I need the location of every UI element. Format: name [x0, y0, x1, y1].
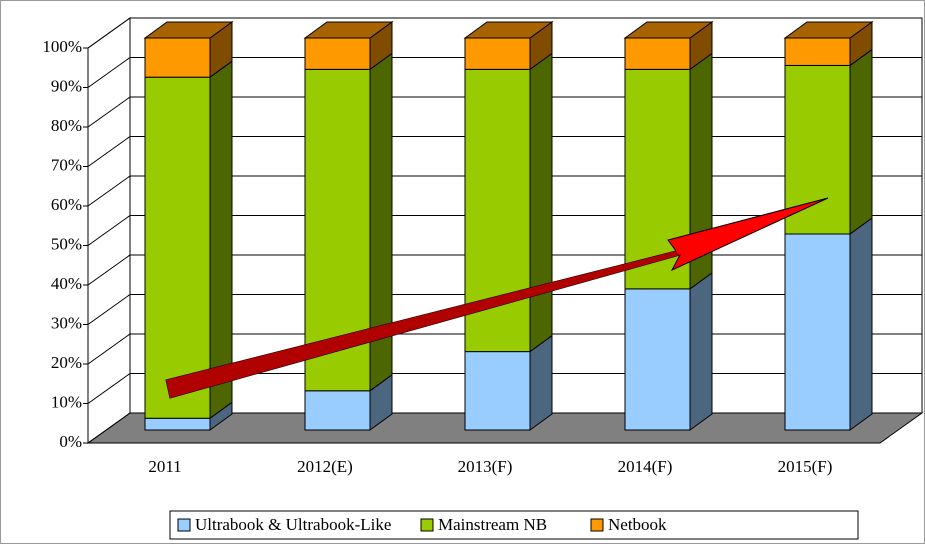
- y-tick-label: 100%: [42, 37, 82, 56]
- trend-arrow-shadow: [166, 251, 680, 398]
- x-tick-label: 2014(F): [618, 457, 673, 476]
- y-tick-label: 10%: [51, 392, 82, 411]
- y-tick-label: 30%: [51, 313, 82, 332]
- bar-segment: [464, 351, 531, 431]
- bar-segment: [304, 390, 371, 431]
- bar-segment: [624, 288, 691, 431]
- legend-box: [169, 510, 859, 540]
- bar-top: [303, 21, 394, 39]
- bar-segment: [784, 37, 851, 66]
- legend-swatch: [590, 518, 604, 532]
- y-tick-label: 50%: [51, 234, 82, 253]
- bar-segment: [144, 37, 211, 78]
- y-tick-label: 20%: [51, 353, 82, 372]
- bar-segment: [464, 37, 531, 70]
- bar-segment: [784, 233, 851, 431]
- x-tick-label: 2013(F): [458, 457, 513, 476]
- legend: Ultrabook & Ultrabook-Like Mainstream NB N…: [169, 510, 859, 540]
- y-tick-label: 40%: [51, 274, 82, 293]
- y-tick-label: 70%: [51, 155, 82, 174]
- bar-segment: [144, 417, 211, 431]
- bar-top: [463, 21, 554, 39]
- x-tick-label: 2012(E): [297, 457, 353, 476]
- bar-segment: [784, 64, 851, 235]
- bar-top: [143, 21, 234, 39]
- bar-side: [849, 48, 873, 235]
- bar-side: [849, 217, 873, 431]
- bar-top: [783, 21, 874, 39]
- bar-side: [689, 271, 713, 431]
- grid-line: [87, 17, 922, 49]
- legend-label: Netbook: [608, 515, 667, 534]
- bar-segment: [624, 37, 691, 70]
- legend-label: Ultrabook & Ultrabook-Like: [195, 515, 391, 534]
- y-tick-label: 90%: [51, 76, 82, 95]
- y-tick-label: 80%: [51, 116, 82, 135]
- x-tick-label: 2011: [148, 457, 181, 476]
- y-tick-label: 0%: [59, 432, 82, 451]
- bar-segment: [304, 37, 371, 70]
- legend-label: Mainstream NB: [438, 515, 547, 534]
- legend-swatch: [420, 518, 434, 532]
- y-tick-label: 60%: [51, 195, 82, 214]
- legend-swatch: [177, 518, 191, 532]
- x-tick-label: 2015(F): [778, 457, 833, 476]
- bar-side: [529, 52, 553, 353]
- bar-top: [623, 21, 714, 39]
- bar-segment: [144, 76, 211, 419]
